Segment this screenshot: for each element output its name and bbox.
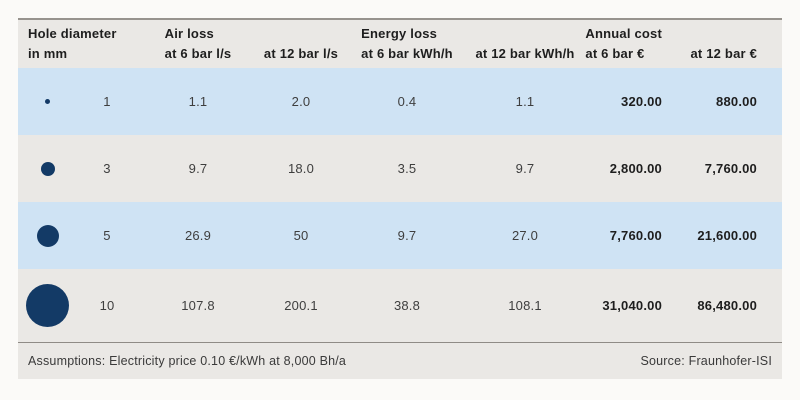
hole-size-dot	[40, 161, 55, 176]
header-air-loss-6bar: Air loss at 6 bar l/s	[137, 24, 259, 64]
annual-cost-12bar-value: 21,600.00	[697, 228, 757, 243]
annual-cost-6bar-value: 31,040.00	[602, 298, 662, 313]
hole-size-dot	[45, 99, 50, 104]
header-cost-12bar-label: at 12 bar €	[690, 46, 757, 61]
annual-cost-12bar-value: 86,480.00	[697, 298, 757, 313]
header-air-6bar-label: at 6 bar l/s	[164, 46, 232, 61]
hole-size-dot	[26, 284, 69, 327]
header-cost-group: Annual cost	[585, 26, 662, 41]
annual-cost-6bar-value: 320.00	[621, 94, 662, 109]
header-hole-diameter: Hole diameter in mm	[18, 24, 137, 64]
air-loss-6bar-value: 1.1	[188, 94, 208, 109]
energy-loss-6bar-value: 0.4	[397, 94, 417, 109]
header-energy-6bar-label: at 6 bar kWh/h	[361, 46, 453, 61]
table-row: 5 26.9 50 9.7 27.0 7,760.00 21,600.00	[18, 202, 782, 269]
air-loss-6bar-value: 9.7	[188, 161, 208, 176]
header-annual-cost-6bar: Annual cost at 6 bar €	[579, 24, 674, 64]
air-loss-12bar-value: 200.1	[284, 298, 318, 313]
hole-size-dot	[36, 224, 59, 247]
source-note: Source: Fraunhofer-ISI	[640, 354, 772, 368]
annual-cost-12bar-value: 7,760.00	[704, 161, 757, 176]
hole-diameter-value: 3	[103, 161, 111, 176]
air-loss-12bar-value: 50	[293, 228, 309, 243]
annual-cost-6bar-value: 2,800.00	[609, 161, 662, 176]
annual-cost-6bar-value: 7,760.00	[609, 228, 662, 243]
hole-diameter-value: 10	[99, 298, 115, 313]
hole-diameter-value: 5	[103, 228, 111, 243]
leakage-cost-table: Hole diameter in mm Air loss at 6 bar l/…	[18, 18, 782, 379]
header-air-12bar-label: at 12 bar l/s	[263, 46, 339, 61]
header-cost-6bar-label: at 6 bar €	[585, 46, 645, 61]
footer-divider	[18, 342, 782, 343]
header-energy-loss-6bar: Energy loss at 6 bar kWh/h	[343, 24, 471, 64]
energy-loss-6bar-value: 3.5	[397, 161, 417, 176]
energy-loss-6bar-value: 9.7	[397, 228, 417, 243]
table-footer: Assumptions: Electricity price 0.10 €/kW…	[18, 343, 782, 379]
header-energy-group: Energy loss	[361, 26, 438, 41]
header-hole-line1: Hole diameter	[28, 26, 117, 41]
header-energy-12bar-label: at 12 bar kWh/h	[475, 46, 575, 61]
air-loss-12bar-value: 18.0	[287, 161, 315, 176]
hole-diameter-value: 1	[103, 94, 111, 109]
header-energy-loss-12bar: at 12 bar kWh/h	[471, 24, 579, 64]
assumptions-note: Assumptions: Electricity price 0.10 €/kW…	[28, 354, 347, 368]
energy-loss-12bar-value: 108.1	[508, 298, 542, 313]
air-loss-12bar-value: 2.0	[291, 94, 311, 109]
header-hole-line2: in mm	[28, 46, 68, 61]
header-air-group: Air loss	[164, 26, 214, 41]
header-air-loss-12bar: at 12 bar l/s	[259, 24, 343, 64]
air-loss-6bar-value: 107.8	[181, 298, 215, 313]
table-row: 3 9.7 18.0 3.5 9.7 2,800.00 7,760.00	[18, 135, 782, 202]
energy-loss-12bar-value: 27.0	[511, 228, 539, 243]
energy-loss-12bar-value: 1.1	[515, 94, 535, 109]
air-loss-6bar-value: 26.9	[184, 228, 212, 243]
header-annual-cost-12bar: at 12 bar €	[674, 24, 782, 64]
table-row: 10 107.8 200.1 38.8 108.1 31,040.00 86,4…	[18, 269, 782, 342]
energy-loss-12bar-value: 9.7	[515, 161, 535, 176]
energy-loss-6bar-value: 38.8	[393, 298, 421, 313]
table-header: Hole diameter in mm Air loss at 6 bar l/…	[18, 20, 782, 68]
table-row: 1 1.1 2.0 0.4 1.1 320.00 880.00	[18, 68, 782, 135]
annual-cost-12bar-value: 880.00	[716, 94, 757, 109]
